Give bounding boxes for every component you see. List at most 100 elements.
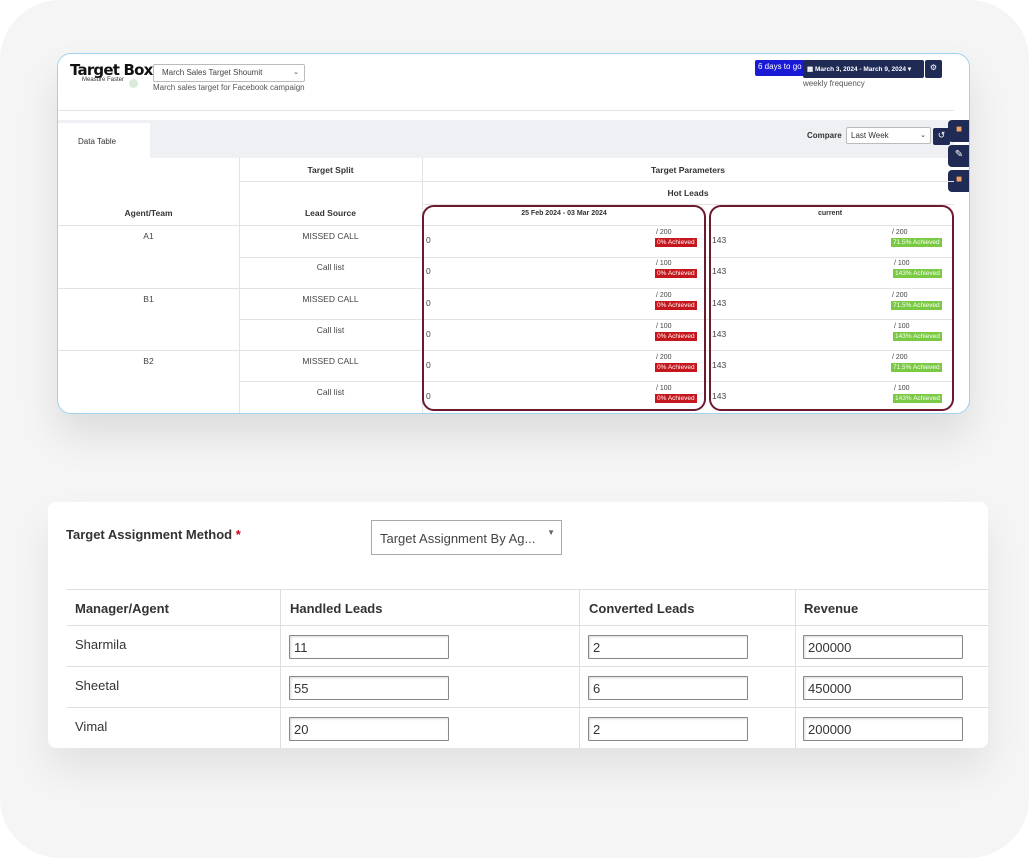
previous-period-highlight (422, 205, 706, 411)
agent-cell: B1 (143, 294, 154, 304)
compare-label: Compare (807, 131, 842, 140)
column-divider (280, 626, 281, 666)
column-divider (280, 590, 281, 625)
tab-strip (58, 120, 954, 158)
previous-value: 0 (426, 329, 431, 339)
table-row: Vimal 20 2 200000 (67, 708, 988, 748)
target-select-value: March Sales Target Shoumit (162, 68, 263, 77)
handled-leads-input[interactable]: 20 (289, 717, 449, 741)
previous-goal: / 200 (656, 292, 672, 299)
current-goal: / 100 (894, 323, 910, 330)
current-value: 143 (712, 360, 727, 370)
header-period-previous: 25 Feb 2024 - 03 Mar 2024 (521, 210, 607, 217)
date-range-button[interactable]: ▦ March 3, 2024 - March 9, 2024 ▾ (803, 60, 924, 78)
current-value: 143 (712, 329, 727, 339)
agent-cell: A1 (143, 231, 154, 241)
comment-button[interactable]: ■ (948, 120, 969, 142)
converted-leads-input[interactable]: 2 (588, 635, 748, 659)
lead-source-cell: Call list (316, 262, 345, 272)
column-divider (579, 667, 580, 707)
table-row: Sharmila 11 2 200000 (67, 626, 988, 667)
tab-data-table[interactable]: Data Table (58, 123, 150, 158)
handled-leads-input[interactable]: 11 (289, 635, 449, 659)
current-value: 143 (712, 235, 727, 245)
agent-name: Sheetal (75, 678, 120, 693)
handled-leads-input[interactable]: 55 (289, 676, 449, 700)
header-target-split: Target Split (307, 165, 354, 175)
current-achieved-badge: 71.5% Achieved (891, 238, 942, 247)
settings-icon: ⚙ (929, 63, 938, 72)
previous-value: 0 (426, 235, 431, 245)
previous-achieved-badge: 0% Achieved (655, 394, 697, 403)
grid-divider (58, 225, 954, 226)
current-value: 143 (712, 266, 727, 276)
converted-leads-input[interactable]: 2 (588, 717, 748, 741)
comment-icon: ■ (955, 124, 963, 135)
frequency-label: weekly frequency (803, 79, 865, 88)
agent-name: Vimal (75, 719, 108, 734)
current-goal: / 100 (894, 385, 910, 392)
previous-achieved-badge: 0% Achieved (655, 269, 697, 278)
grid-divider (422, 204, 954, 205)
table-header-row: Manager/Agent Handled Leads Converted Le… (67, 589, 988, 626)
current-achieved-badge: 143% Achieved (893, 394, 942, 403)
previous-goal: / 200 (656, 229, 672, 236)
grid-divider (58, 350, 954, 351)
column-header: Manager/Agent (75, 601, 169, 616)
target-select[interactable]: March Sales Target Shoumit ⌄ (153, 64, 305, 82)
folder-button[interactable]: ■ (948, 170, 969, 192)
current-value: 143 (712, 298, 727, 308)
column-divider (795, 590, 796, 625)
settings-button[interactable]: ⚙ (925, 60, 942, 78)
previous-value: 0 (426, 266, 431, 276)
column-divider (579, 708, 580, 748)
agent-cell: B2 (143, 356, 154, 366)
previous-achieved-badge: 0% Achieved (655, 301, 697, 310)
column-divider (579, 590, 580, 625)
calendar-icon: ▦ (807, 66, 814, 73)
current-period-highlight (709, 205, 954, 411)
header-target-parameters: Target Parameters (650, 165, 726, 175)
lead-source-cell: MISSED CALL (302, 294, 359, 304)
revenue-input[interactable]: 450000 (803, 676, 963, 700)
assignment-method-label: Target Assignment Method * (66, 527, 241, 542)
column-divider (795, 626, 796, 666)
days-remaining-badge: 6 days to go (755, 60, 805, 76)
header-hot-leads: Hot Leads (667, 188, 709, 198)
current-goal: / 200 (892, 354, 908, 361)
revenue-input[interactable]: 200000 (803, 635, 963, 659)
header-lead-source: Lead Source (304, 208, 357, 218)
logo-mark-icon (129, 79, 138, 88)
current-value: 143 (712, 391, 727, 401)
column-header: Converted Leads (589, 601, 695, 616)
target-description: March sales target for Facebook campaign (153, 83, 305, 92)
converted-leads-input[interactable]: 6 (588, 676, 748, 700)
header-period-current: current (817, 210, 843, 217)
revenue-input[interactable]: 200000 (803, 717, 963, 741)
agent-name: Sharmila (75, 637, 127, 652)
edit-button[interactable]: ✎ (948, 145, 969, 167)
refresh-button[interactable]: ↺ (933, 128, 950, 145)
assignment-card: Target Assignment Method * Target Assign… (48, 502, 988, 748)
chevron-down-icon: ⌄ (920, 132, 926, 139)
assignment-method-select[interactable]: Target Assignment By Ag... ▼ (371, 520, 562, 555)
refresh-icon: ↺ (937, 130, 946, 140)
previous-goal: / 200 (656, 354, 672, 361)
lead-source-cell: MISSED CALL (302, 231, 359, 241)
previous-achieved-badge: 0% Achieved (655, 238, 697, 247)
previous-value: 0 (426, 360, 431, 370)
column-header: Handled Leads (290, 601, 383, 616)
previous-value: 0 (426, 391, 431, 401)
assignment-method-value: Target Assignment By Ag... (380, 531, 536, 546)
current-goal: / 200 (892, 292, 908, 299)
compare-select[interactable]: Last Week ⌄ (846, 127, 931, 144)
folder-icon: ■ (955, 174, 963, 185)
grid-divider (239, 319, 954, 320)
column-divider (795, 708, 796, 748)
chevron-down-icon: ⌄ (293, 69, 299, 76)
current-achieved-badge: 143% Achieved (893, 269, 942, 278)
compare-select-value: Last Week (851, 131, 889, 140)
previous-achieved-badge: 0% Achieved (655, 332, 697, 341)
caret-down-icon: ▼ (547, 528, 555, 537)
lead-source-cell: Call list (316, 387, 345, 397)
